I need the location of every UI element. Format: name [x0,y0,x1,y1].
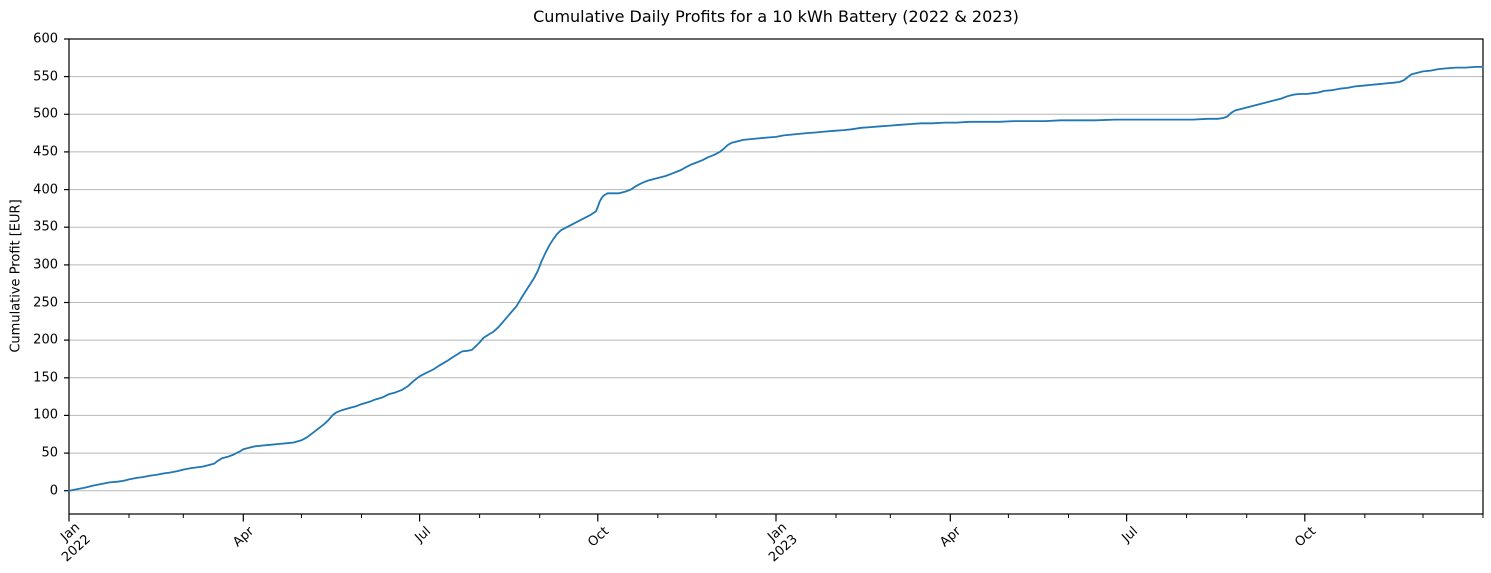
y-tick-label: 350 [33,219,58,235]
y-tick-label: 450 [33,144,58,160]
y-tick-label: 400 [33,182,58,198]
y-tick-label: 200 [33,332,58,348]
profit-line [68,66,1484,492]
y-tick-label: 250 [33,295,58,310]
y-tick-label: 300 [33,257,58,273]
y-tick-label: 0 [49,483,58,499]
y-tick-label: 100 [33,407,58,423]
y-tick-label: 600 [33,31,58,47]
y-tick-label: 50 [41,445,58,461]
chart-title: Cumulative Daily Profits for a 10 kWh Ba… [533,7,1019,26]
y-tick-label: 500 [33,106,58,122]
y-tick-label: 150 [33,370,58,386]
y-tick-label: 550 [33,69,58,85]
